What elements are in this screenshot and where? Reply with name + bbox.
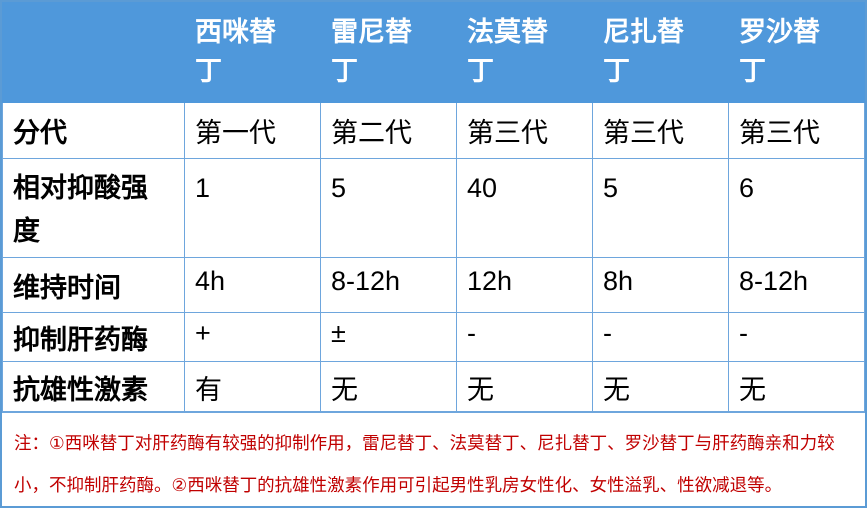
cell-enzyme-ranitidine: ± xyxy=(320,312,457,363)
cell-acid-famotidine: 40 xyxy=(456,157,593,259)
cell-enzyme-nizatidine: - xyxy=(592,312,729,363)
row-antiandrogen: 抗雄性激素 有 无 无 无 无 xyxy=(2,361,865,413)
cell-acid-nizatidine: 5 xyxy=(592,157,729,259)
cell-generation-roxatidine: 第三代 xyxy=(728,102,865,159)
cell-duration-cimetidine: 4h xyxy=(184,257,321,314)
cell-enzyme-famotidine: - xyxy=(456,312,593,363)
cell-enzyme-roxatidine: - xyxy=(728,312,865,363)
cell-enzyme-cimetidine: + xyxy=(184,312,321,363)
cell-acid-cimetidine: 1 xyxy=(184,157,321,259)
column-header-famotidine: 法莫替丁 xyxy=(456,2,593,103)
row-acid-suppression: 相对抑酸强度 1 5 40 5 6 xyxy=(2,157,865,259)
h2-antagonist-table: 西咪替丁 雷尼替丁 法莫替丁 尼扎替丁 罗沙替丁 分代 第一代 第二代 第三代 … xyxy=(2,2,865,413)
cell-androgen-famotidine: 无 xyxy=(456,361,593,413)
cell-androgen-nizatidine: 无 xyxy=(592,361,729,413)
row-label-liver-enzyme: 抑制肝药酶 xyxy=(2,312,185,363)
row-label-acid-suppression: 相对抑酸强度 xyxy=(2,157,185,259)
cell-generation-famotidine: 第三代 xyxy=(456,102,593,159)
cell-duration-roxatidine: 8-12h xyxy=(728,257,865,314)
row-generation: 分代 第一代 第二代 第三代 第三代 第三代 xyxy=(2,102,865,159)
cell-duration-nizatidine: 8h xyxy=(592,257,729,314)
cell-androgen-ranitidine: 无 xyxy=(320,361,457,413)
column-header-blank xyxy=(2,2,185,103)
cell-generation-cimetidine: 第一代 xyxy=(184,102,321,159)
footnote: 注：①西咪替丁对肝药酶有较强的抑制作用，雷尼替丁、法莫替丁、尼扎替丁、罗沙替丁与… xyxy=(2,412,865,506)
header-row: 西咪替丁 雷尼替丁 法莫替丁 尼扎替丁 罗沙替丁 xyxy=(2,2,865,103)
row-label-antiandrogen: 抗雄性激素 xyxy=(2,361,185,413)
cell-androgen-cimetidine: 有 xyxy=(184,361,321,413)
cell-duration-ranitidine: 8-12h xyxy=(320,257,457,314)
cell-acid-ranitidine: 5 xyxy=(320,157,457,259)
column-header-roxatidine: 罗沙替丁 xyxy=(728,2,865,103)
row-label-duration: 维持时间 xyxy=(2,257,185,314)
cell-generation-nizatidine: 第三代 xyxy=(592,102,729,159)
column-header-ranitidine: 雷尼替丁 xyxy=(320,2,457,103)
column-header-cimetidine: 西咪替丁 xyxy=(184,2,321,103)
cell-androgen-roxatidine: 无 xyxy=(728,361,865,413)
row-label-generation: 分代 xyxy=(2,102,185,159)
row-duration: 维持时间 4h 8-12h 12h 8h 8-12h xyxy=(2,257,865,314)
cell-generation-ranitidine: 第二代 xyxy=(320,102,457,159)
cell-acid-roxatidine: 6 xyxy=(728,157,865,259)
cell-duration-famotidine: 12h xyxy=(456,257,593,314)
row-liver-enzyme: 抑制肝药酶 + ± - - - xyxy=(2,312,865,363)
column-header-nizatidine: 尼扎替丁 xyxy=(592,2,729,103)
